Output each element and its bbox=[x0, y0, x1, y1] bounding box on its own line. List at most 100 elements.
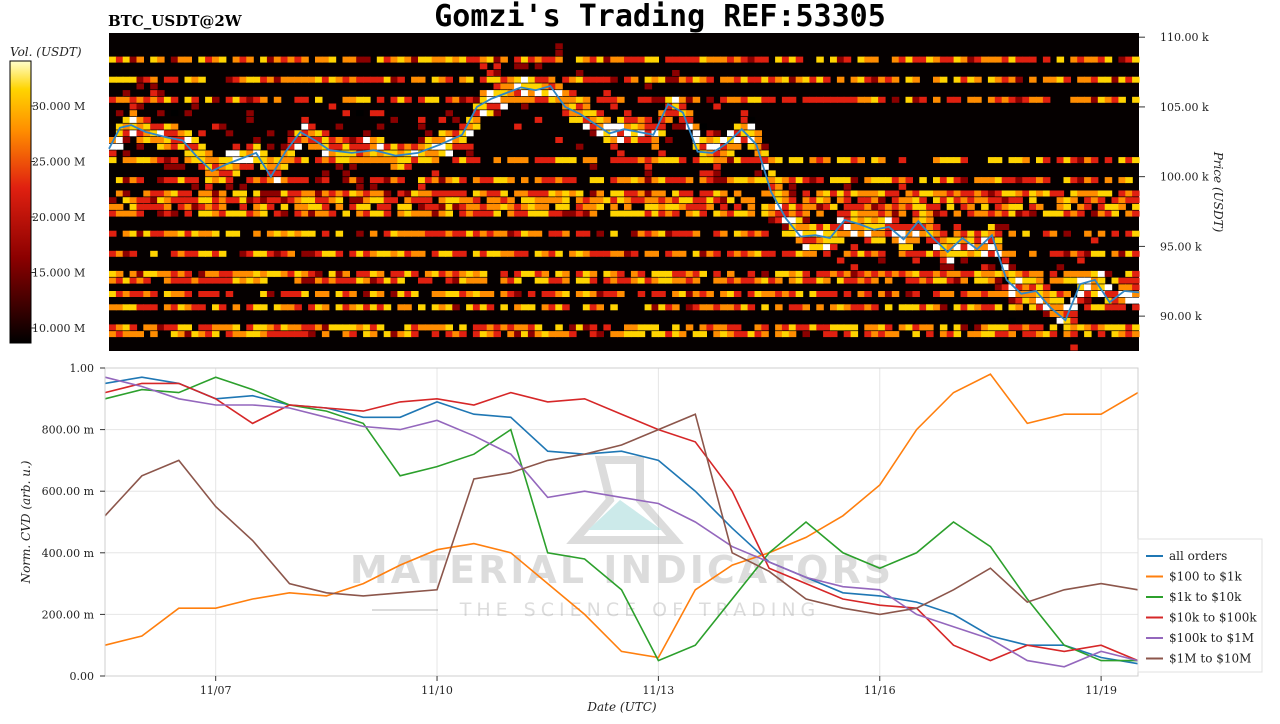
heatmap-cell bbox=[816, 324, 824, 331]
heatmap-cell bbox=[1125, 270, 1133, 277]
heatmap-cell bbox=[1118, 96, 1126, 103]
heatmap-cell bbox=[1104, 291, 1113, 297]
heatmap-cell bbox=[397, 190, 405, 197]
heatmap-cell bbox=[431, 304, 440, 311]
heatmap-cell bbox=[122, 190, 131, 197]
heatmap-cell bbox=[1008, 230, 1016, 237]
heatmap-cell bbox=[1015, 270, 1023, 277]
heatmap-cell bbox=[967, 331, 975, 338]
heatmap-cell bbox=[321, 230, 330, 237]
heatmap-cell bbox=[596, 203, 604, 210]
heatmap-cell bbox=[596, 331, 604, 338]
heatmap-cell bbox=[479, 177, 488, 184]
heatmap-cell bbox=[878, 237, 886, 244]
heatmap-cell bbox=[685, 230, 694, 237]
heatmap-cell bbox=[143, 270, 151, 277]
heatmap-cell bbox=[163, 190, 172, 197]
heatmap-cell bbox=[177, 277, 186, 284]
heatmap-cell bbox=[521, 331, 529, 338]
heatmap-cell bbox=[665, 103, 673, 110]
heatmap-cell bbox=[280, 250, 289, 257]
heatmap-cell bbox=[404, 96, 412, 103]
heatmap-cell bbox=[761, 203, 769, 210]
heatmap-cell bbox=[349, 163, 357, 170]
heatmap-cell bbox=[672, 70, 680, 76]
heatmap-cell bbox=[884, 270, 893, 277]
heatmap-cell bbox=[541, 56, 550, 63]
heatmap-cell bbox=[830, 324, 838, 331]
heatmap-cell bbox=[376, 304, 385, 311]
heatmap-cell bbox=[287, 157, 295, 164]
heatmap-cell bbox=[816, 210, 824, 217]
heatmap-cell bbox=[857, 157, 865, 164]
heatmap-cell bbox=[610, 177, 618, 184]
heatmap-cell bbox=[418, 150, 426, 157]
heatmap-cell bbox=[527, 203, 536, 210]
heatmap-cell bbox=[685, 96, 694, 103]
heatmap-cell bbox=[843, 197, 852, 204]
heatmap-cell bbox=[527, 324, 536, 331]
heatmap-cell bbox=[177, 270, 186, 277]
heatmap-cell bbox=[109, 210, 117, 217]
heatmap-cell bbox=[383, 277, 392, 284]
heatmap-cell bbox=[129, 197, 138, 204]
heatmap-cell bbox=[170, 143, 179, 150]
heatmap-cell bbox=[836, 217, 845, 224]
heatmap-cell bbox=[727, 197, 735, 204]
heatmap-cell bbox=[273, 304, 282, 311]
heatmap-cell bbox=[308, 190, 316, 197]
heatmap-cell bbox=[459, 96, 467, 103]
heatmap-cell bbox=[981, 210, 989, 217]
heatmap-cell bbox=[816, 177, 824, 184]
heatmap-cell bbox=[438, 203, 447, 210]
heatmap-cell bbox=[1056, 76, 1065, 83]
heatmap-cell bbox=[459, 190, 467, 197]
heatmap-cell bbox=[335, 123, 344, 130]
heatmap-cell bbox=[637, 270, 646, 277]
heatmap-cell bbox=[685, 56, 694, 63]
heatmap-cell bbox=[630, 210, 639, 217]
heatmap-cell bbox=[1008, 203, 1016, 210]
heatmap-cell bbox=[926, 324, 934, 331]
cvd-lines bbox=[104, 373, 1139, 668]
heatmap-cell bbox=[809, 197, 817, 204]
heatmap-cell bbox=[431, 270, 440, 277]
heatmap-cell bbox=[878, 210, 886, 217]
heatmap-cell bbox=[466, 56, 474, 63]
heatmap-cell bbox=[919, 304, 927, 311]
heatmap-cell bbox=[184, 150, 192, 157]
heatmap-cell bbox=[328, 137, 337, 143]
heatmap-cell bbox=[253, 190, 261, 197]
heatmap-cell bbox=[1001, 324, 1010, 331]
heatmap-cell bbox=[720, 96, 728, 103]
heatmap-cell bbox=[1070, 331, 1078, 338]
heatmap-cell bbox=[177, 331, 186, 338]
heatmap-cell bbox=[404, 270, 412, 277]
heatmap-cell bbox=[720, 143, 728, 150]
heatmap-cell bbox=[617, 250, 625, 257]
heatmap-cell bbox=[795, 210, 804, 217]
heatmap-cell bbox=[266, 250, 275, 257]
heatmap-cell bbox=[1132, 210, 1140, 217]
heatmap-cell bbox=[253, 324, 261, 331]
heatmap-cell bbox=[878, 324, 886, 331]
price-tick-label: 105.00 k bbox=[1160, 101, 1209, 114]
heatmap-cell bbox=[1049, 297, 1058, 304]
heatmap-cell bbox=[891, 291, 900, 297]
heatmap-cell bbox=[637, 324, 646, 331]
heatmap-cell bbox=[754, 230, 762, 237]
heatmap-cell bbox=[136, 130, 144, 137]
heatmap-cell bbox=[205, 150, 213, 157]
heatmap-cell bbox=[651, 137, 659, 143]
heatmap-cell bbox=[987, 56, 996, 63]
heatmap-cell bbox=[569, 210, 577, 217]
heatmap-cell bbox=[328, 56, 337, 63]
heatmap-cell bbox=[1125, 177, 1133, 184]
heatmap-cell bbox=[1063, 177, 1071, 184]
heatmap-cell bbox=[946, 177, 955, 184]
heatmap-cell bbox=[1049, 230, 1058, 237]
heatmap-cell bbox=[390, 150, 398, 157]
heatmap-cell bbox=[1022, 230, 1030, 237]
heatmap-cell bbox=[466, 203, 474, 210]
heatmap-cell bbox=[1090, 157, 1099, 164]
